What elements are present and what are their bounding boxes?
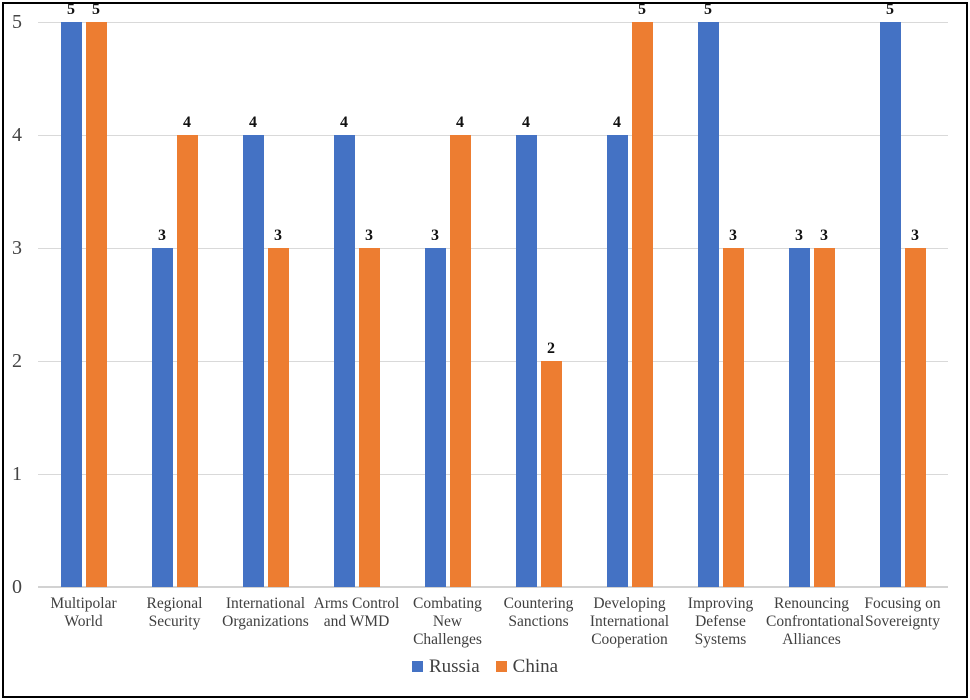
bar-russia bbox=[242, 135, 264, 587]
data-label: 5 bbox=[67, 1, 75, 18]
data-label: 5 bbox=[704, 1, 712, 18]
bar-russia bbox=[879, 22, 901, 587]
data-label: 4 bbox=[183, 114, 191, 131]
x-axis-category-labels: Multipolar World Regional Security Interna… bbox=[38, 595, 948, 649]
legend-swatch-icon bbox=[495, 661, 507, 672]
data-label: 3 bbox=[911, 227, 919, 244]
category-label: Focusing on Sovereignty bbox=[864, 595, 941, 630]
data-label: 2 bbox=[547, 340, 555, 357]
bar-russia bbox=[424, 248, 446, 587]
bar-china bbox=[631, 22, 653, 587]
bar-russia bbox=[697, 22, 719, 587]
category-label: Countering Sanctions bbox=[503, 595, 574, 630]
legend-swatch-icon bbox=[411, 661, 423, 672]
data-label: 5 bbox=[638, 1, 646, 18]
y-tick-label: 1 bbox=[12, 463, 22, 485]
gridline bbox=[38, 22, 948, 23]
category-label: International Organizations bbox=[222, 595, 309, 630]
data-label: 3 bbox=[795, 227, 803, 244]
category-label: Multipolar World bbox=[50, 595, 117, 630]
y-tick-label: 0 bbox=[12, 576, 22, 598]
category-label: Regional Security bbox=[146, 595, 203, 630]
gridline bbox=[38, 474, 948, 475]
data-label: 4 bbox=[249, 114, 257, 131]
bar-china bbox=[85, 22, 107, 587]
bar-china bbox=[540, 361, 562, 587]
y-tick-label: 3 bbox=[12, 237, 22, 259]
bar-china bbox=[813, 248, 835, 587]
bar-russia bbox=[151, 248, 173, 587]
gridline bbox=[38, 135, 948, 136]
data-label: 3 bbox=[365, 227, 373, 244]
data-label: 4 bbox=[456, 114, 464, 131]
bar-china bbox=[449, 135, 471, 587]
data-label: 3 bbox=[729, 227, 737, 244]
legend-label: Russia bbox=[428, 656, 480, 677]
category-label: Combating New Challenges bbox=[413, 595, 482, 648]
bar-russia bbox=[515, 135, 537, 587]
data-label: 3 bbox=[158, 227, 166, 244]
category-label: Renouncing Confrontational Alliances bbox=[766, 595, 865, 648]
legend-item-russia: Russia bbox=[411, 656, 480, 677]
data-label: 4 bbox=[522, 114, 530, 131]
bar-china bbox=[267, 248, 289, 587]
data-label: 3 bbox=[431, 227, 439, 244]
bar-china bbox=[904, 248, 926, 587]
data-label: 3 bbox=[820, 227, 828, 244]
data-label: 4 bbox=[340, 114, 348, 131]
bar-russia bbox=[788, 248, 810, 587]
y-tick-label: 2 bbox=[12, 350, 22, 372]
bar-china bbox=[176, 135, 198, 587]
gridline bbox=[38, 361, 948, 362]
data-label: 5 bbox=[886, 1, 894, 18]
y-tick-label: 4 bbox=[12, 124, 22, 146]
bar-russia bbox=[606, 135, 628, 587]
legend-label: China bbox=[512, 656, 559, 677]
bar-russia bbox=[60, 22, 82, 587]
legend: Russia China bbox=[0, 657, 970, 676]
category-label: Developing International Cooperation bbox=[589, 595, 670, 648]
bar-china bbox=[358, 248, 380, 587]
data-label: 3 bbox=[274, 227, 282, 244]
category-label: Arms Control and WMD bbox=[313, 595, 400, 630]
gridline bbox=[38, 248, 948, 249]
category-label: Improving Defense Systems bbox=[687, 595, 754, 648]
bar-russia bbox=[333, 135, 355, 587]
data-label: 4 bbox=[613, 114, 621, 131]
y-tick-label: 5 bbox=[12, 11, 22, 33]
x-axis-line bbox=[38, 586, 948, 588]
legend-item-china: China bbox=[495, 656, 559, 677]
data-label: 5 bbox=[92, 1, 100, 18]
bar-china bbox=[722, 248, 744, 587]
